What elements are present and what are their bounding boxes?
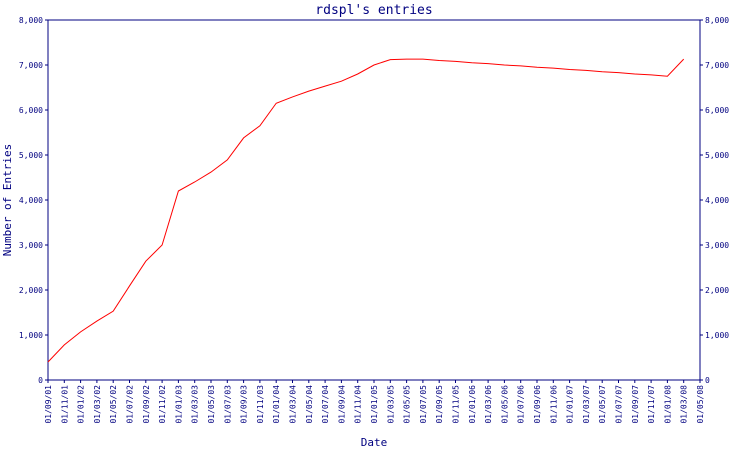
x-tick-label: 01/09/03: [240, 385, 249, 424]
x-tick-label: 01/01/07: [566, 385, 575, 424]
y2-tick-label: 0: [705, 376, 710, 385]
y2-tick-label: 5,000: [705, 151, 729, 160]
y2-tick-label: 4,000: [705, 196, 729, 205]
x-tick-label: 01/03/08: [680, 385, 689, 424]
x-tick-label: 01/09/07: [631, 385, 640, 424]
x-tick-label: 01/03/07: [582, 385, 591, 424]
y-tick-label: 1,000: [19, 331, 43, 340]
x-tick-label: 01/11/07: [647, 385, 656, 424]
x-tick-label: 01/05/05: [403, 385, 412, 424]
x-tick-label: 01/09/06: [533, 385, 542, 424]
x-tick-label: 01/05/02: [109, 385, 118, 424]
x-tick-label: 01/09/05: [435, 385, 444, 424]
x-tick-label: 01/05/08: [696, 385, 705, 424]
x-tick-label: 01/01/06: [468, 385, 477, 424]
x-tick-label: 01/09/04: [337, 385, 346, 424]
x-tick-label: 01/03/04: [289, 385, 298, 424]
data-line: [47, 58, 685, 363]
y2-tick-label: 6,000: [705, 106, 729, 115]
x-tick-label: 01/05/03: [207, 385, 216, 424]
x-tick-label: 01/03/05: [386, 385, 395, 424]
y2-tick-label: 8,000: [705, 16, 729, 25]
x-tick-label: 01/07/05: [419, 385, 428, 424]
y-tick-label: 5,000: [19, 151, 43, 160]
x-tick-label: 01/09/01: [44, 385, 53, 424]
x-tick-label: 01/09/02: [142, 385, 151, 424]
x-tick-label: 01/07/02: [126, 385, 135, 424]
x-tick-label: 01/11/06: [549, 385, 558, 424]
y2-tick-label: 2,000: [705, 286, 729, 295]
x-tick-label: 01/01/02: [77, 385, 86, 424]
x-tick-label: 01/07/04: [321, 385, 330, 424]
y-tick-label: 7,000: [19, 61, 43, 70]
x-tick-label: 01/05/06: [500, 385, 509, 424]
x-tick-label: 01/03/03: [191, 385, 200, 424]
x-tick-label: 01/01/04: [272, 385, 281, 424]
x-axis-label: Date: [361, 436, 388, 449]
y-tick-label: 4,000: [19, 196, 43, 205]
y2-tick-label: 3,000: [705, 241, 729, 250]
chart-title: rdspl's entries: [315, 3, 432, 18]
plot-frame: [47, 19, 701, 381]
x-tick-label: 01/07/03: [223, 385, 232, 424]
x-tick-label: 01/01/08: [663, 385, 672, 424]
y-tick-label: 6,000: [19, 106, 43, 115]
x-tick-label: 01/11/03: [256, 385, 265, 424]
x-tick-label: 01/11/05: [452, 385, 461, 424]
x-tick-label: 01/01/05: [370, 385, 379, 424]
x-tick-label: 01/11/02: [158, 385, 167, 424]
x-tick-label: 01/07/06: [517, 385, 526, 424]
y-axis-label: Number of Entries: [1, 144, 14, 257]
x-tick-label: 01/03/02: [93, 385, 102, 424]
x-tick-label: 01/11/04: [354, 385, 363, 424]
x-tick-label: 01/01/03: [174, 385, 183, 424]
x-tick-label: 01/05/07: [598, 385, 607, 424]
y-tick-label: 2,000: [19, 286, 43, 295]
x-tick-label: 01/11/01: [60, 385, 69, 424]
y2-tick-label: 7,000: [705, 61, 729, 70]
y-tick-label: 3,000: [19, 241, 43, 250]
x-tick-label: 01/07/07: [615, 385, 624, 424]
y2-tick-label: 1,000: [705, 331, 729, 340]
x-tick-label: 01/05/04: [305, 385, 314, 424]
y-tick-label: 0: [38, 376, 43, 385]
y-tick-label: 8,000: [19, 16, 43, 25]
x-tick-label: 01/03/06: [484, 385, 493, 424]
